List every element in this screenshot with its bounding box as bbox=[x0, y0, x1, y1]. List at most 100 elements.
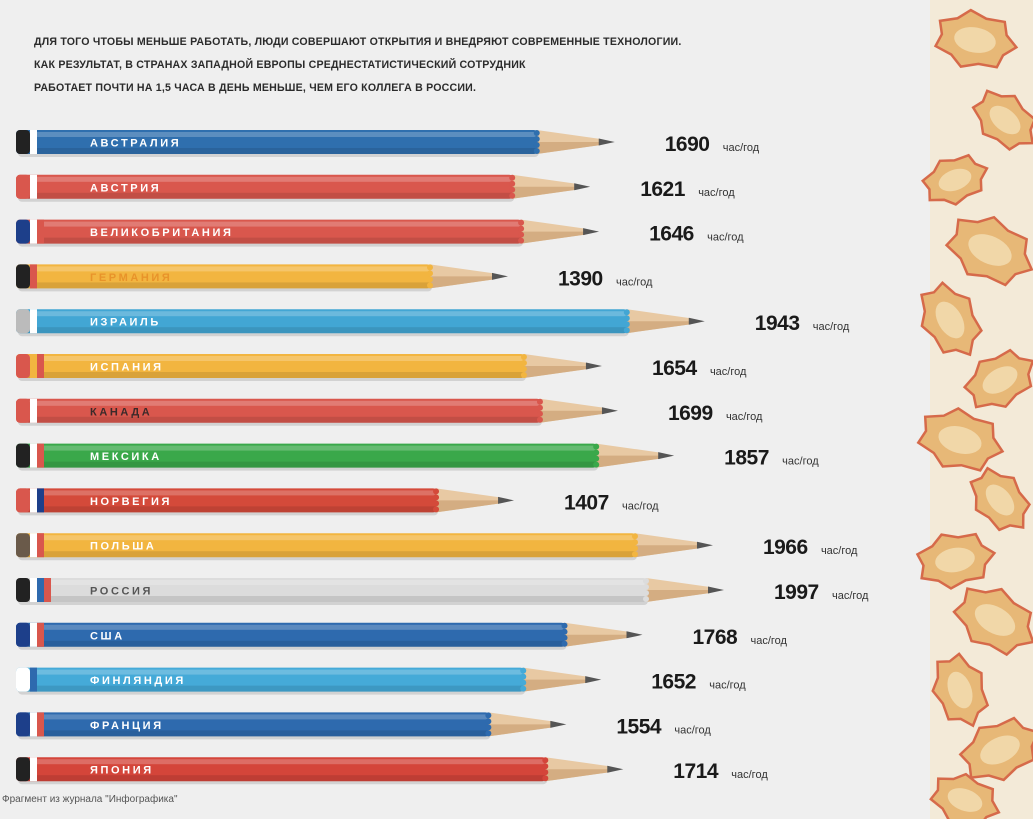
pencil-scallop bbox=[533, 148, 540, 154]
pencil-cap-stripe bbox=[30, 533, 37, 558]
pencil-cap-stripe bbox=[30, 130, 37, 154]
pencil-cap-stripe bbox=[37, 443, 44, 468]
pencil-bar: РОССИЯ 1997 час/год bbox=[16, 578, 869, 605]
unit-label: час/год bbox=[710, 366, 747, 378]
pencil-cap-stripe bbox=[37, 354, 44, 378]
pencil-highlight bbox=[20, 266, 430, 272]
pencil-wood-shade bbox=[545, 769, 610, 782]
pencil-bar: АВСТРАЛИЯ 1690 час/год bbox=[16, 130, 760, 157]
pencil-scallop bbox=[485, 724, 492, 731]
pencil-scallop bbox=[631, 539, 638, 546]
pencil-cap-stripe bbox=[30, 578, 37, 602]
pencil-body bbox=[16, 757, 547, 782]
pencil-scallop bbox=[427, 282, 433, 289]
pencil-wood-shade bbox=[488, 724, 553, 737]
pencil-scallop bbox=[520, 667, 527, 674]
pencil-cap-stripe bbox=[30, 309, 37, 334]
country-label: ИЗРАИЛЬ bbox=[90, 317, 161, 329]
pencil-scallop bbox=[631, 551, 638, 558]
pencil-scallop bbox=[433, 500, 440, 507]
pencil-cap-stripe bbox=[16, 622, 30, 647]
pencil-highlight bbox=[20, 490, 437, 496]
pencil-wood-shade bbox=[512, 186, 577, 199]
pencil-cap-stripe bbox=[30, 712, 37, 737]
value-label: 1699 bbox=[668, 402, 713, 425]
pencil-wood-shade bbox=[430, 276, 494, 289]
pencil-wood-shade bbox=[634, 545, 699, 558]
pencil-highlight bbox=[20, 445, 597, 451]
shaving-inner bbox=[980, 735, 1020, 765]
pencil-scallop bbox=[536, 398, 543, 405]
pencil-bar: ПОЛЬША 1966 час/год bbox=[16, 533, 858, 561]
pencil-bar: ВЕЛИКОБРИТАНИЯ 1646 час/год bbox=[16, 219, 744, 247]
pencil-scallop bbox=[509, 192, 516, 199]
pencil-scallop bbox=[520, 360, 527, 366]
shaving-inner bbox=[935, 301, 965, 339]
pencil-scallop bbox=[485, 718, 492, 725]
pencil-wood-shade bbox=[596, 455, 661, 468]
source-note: Фрагмент из журнала "Инфографика" bbox=[2, 794, 178, 805]
pencil-graphite bbox=[696, 541, 713, 549]
value-label: 1943 bbox=[755, 312, 800, 335]
unit-label: час/год bbox=[751, 635, 788, 647]
pencil-shade bbox=[20, 282, 430, 289]
pencil-shade bbox=[20, 327, 627, 334]
value-label: 1390 bbox=[558, 267, 603, 290]
value-label: 1554 bbox=[616, 715, 662, 738]
pencil-scallop bbox=[561, 634, 568, 641]
pencil-scallop bbox=[518, 231, 525, 238]
pencil-cap-stripe bbox=[37, 219, 44, 244]
pencil-cap-stripe bbox=[16, 264, 30, 289]
headline-line-2: КАК РЕЗУЛЬТАТ, В СТРАНАХ ЗАПАДНОЙ ЕВРОПЫ… bbox=[34, 59, 526, 71]
pencil-highlight bbox=[20, 580, 646, 585]
pencil-scallop bbox=[593, 443, 600, 450]
pencil-graphite bbox=[626, 631, 643, 639]
pencil-cap-stripe bbox=[30, 174, 37, 199]
pencil-body bbox=[16, 219, 523, 244]
pencil-scallop bbox=[433, 494, 440, 501]
pencil-graphite bbox=[574, 183, 591, 191]
pencil-graphite bbox=[598, 138, 615, 146]
pencil-shade bbox=[20, 237, 522, 244]
pencil-shade bbox=[20, 775, 546, 782]
pencil-wood-shade bbox=[521, 231, 586, 244]
pencil-scallop bbox=[631, 533, 638, 540]
pencil-scallop bbox=[518, 219, 525, 226]
unit-label: час/год bbox=[723, 142, 760, 154]
pencil-scallop bbox=[643, 590, 649, 596]
pencil-cap-stripe bbox=[30, 354, 37, 378]
country-label: США bbox=[90, 630, 125, 642]
unit-label: час/год bbox=[674, 724, 711, 736]
pencil-scallop bbox=[536, 404, 543, 411]
pencil-shade bbox=[20, 416, 540, 423]
unit-label: час/год bbox=[731, 769, 768, 781]
pencil-scallop bbox=[520, 679, 527, 686]
pencil-graphite bbox=[583, 228, 600, 236]
pencil-bar: НОРВЕГИЯ 1407 час/год bbox=[16, 488, 659, 516]
pencil-cap-stripe bbox=[16, 174, 30, 199]
unit-label: час/год bbox=[707, 232, 744, 244]
pencil-body bbox=[16, 398, 541, 423]
pencil-body bbox=[16, 264, 431, 289]
pencil-body bbox=[16, 174, 514, 199]
pencil-shade bbox=[20, 640, 565, 647]
pencil-scallop bbox=[433, 488, 440, 495]
pencil-cap-stripe bbox=[30, 398, 37, 423]
pencil-scallop bbox=[593, 461, 600, 468]
unit-label: час/год bbox=[813, 321, 850, 333]
pencil-body bbox=[16, 488, 438, 513]
pencil-scallop bbox=[533, 136, 540, 142]
pencil-scallop bbox=[520, 673, 527, 680]
pencil-cap-stripe bbox=[16, 130, 30, 154]
value-label: 1654 bbox=[652, 357, 698, 380]
pencil-scallop bbox=[542, 769, 549, 776]
value-label: 1652 bbox=[651, 671, 696, 694]
pencil-wood-shade bbox=[646, 590, 710, 602]
unit-label: час/год bbox=[726, 411, 763, 423]
pencil-body bbox=[16, 354, 525, 378]
pencil-scallop bbox=[533, 142, 540, 148]
pencil-highlight bbox=[20, 311, 627, 317]
country-label: ИСПАНИЯ bbox=[90, 362, 164, 374]
value-label: 1714 bbox=[673, 760, 719, 783]
